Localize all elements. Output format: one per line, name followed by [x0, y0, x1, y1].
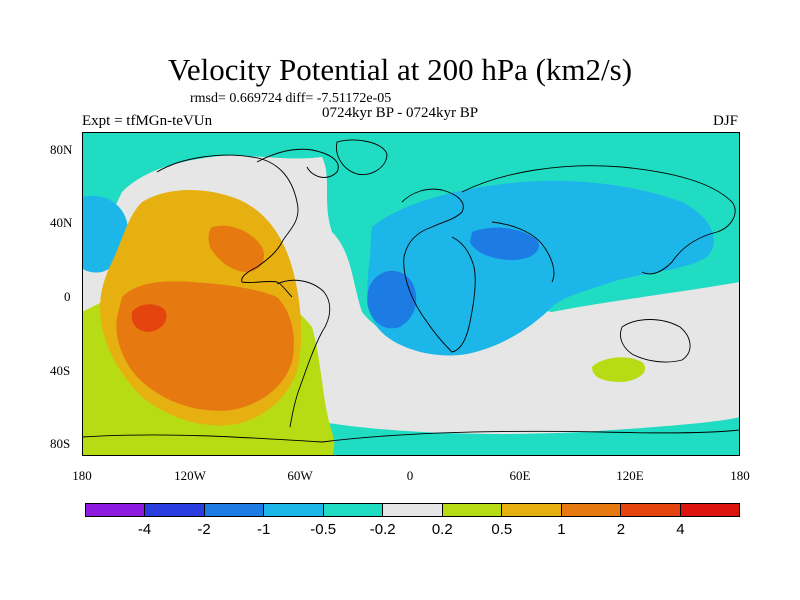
lon-tick-60e: 60E [509, 468, 531, 483]
colorbar-box [561, 504, 622, 516]
season-label: DJF [712, 113, 738, 129]
lon-tick-120w: 120W [174, 468, 206, 483]
lat-tick-80s: 80S [50, 436, 71, 451]
colorbar-label: 2 [616, 521, 626, 538]
field-blue-core-africa [367, 270, 417, 329]
lat-tick-40s: 40S [50, 363, 71, 378]
field-red-core [131, 304, 167, 332]
lon-tick-60w: 60W [287, 468, 313, 483]
colorbar-label: -1 [256, 521, 271, 538]
colorbar-label: 0.2 [431, 521, 453, 538]
field-blue-core-arabia [470, 227, 540, 260]
colorbar [85, 503, 740, 517]
colorbar-box [383, 504, 443, 516]
colorbar-box [145, 504, 205, 516]
plot-title: Velocity Potential at 200 hPa (km2/s) [167, 52, 633, 87]
lon-tick-120e: 120E [616, 468, 644, 483]
lon-tick-180e: 180 [730, 468, 750, 483]
stats-text: rmsd= 0.669724 diff= -7.51172e-05 [190, 91, 392, 106]
velocity-potential-map [82, 132, 740, 456]
colorbar-box [442, 504, 503, 516]
lon-tick-180w: 180 [72, 468, 92, 483]
coastlines [82, 139, 740, 443]
colorbar-label: 1 [557, 521, 566, 538]
lat-tick-40n: 40N [50, 215, 73, 230]
colorbar-label: 0.5 [491, 521, 513, 538]
colorbar-box [680, 504, 739, 516]
colorbar-box [323, 504, 384, 516]
lat-tick-80n: 80N [50, 142, 73, 157]
lon-tick-0: 0 [406, 468, 414, 483]
colorbar-label: -0.2 [369, 521, 396, 538]
colorbar-label: -4 [137, 521, 152, 538]
field-south-teal [322, 417, 740, 456]
colorbar-label: 4 [676, 521, 685, 538]
period-label: 0724kyr BP - 0724kyr BP [321, 105, 479, 121]
colorbar-label: -2 [197, 521, 211, 538]
colorbar-box [621, 504, 681, 516]
field-cyan-eastern [367, 180, 714, 356]
experiment-label: Expt = tfMGn-teVUn [82, 113, 213, 129]
field-darkorange-ne [208, 225, 265, 272]
colorbar-box [204, 504, 265, 516]
lat-tick-0: 0 [64, 289, 71, 304]
colorbar-label: -0.5 [310, 521, 337, 538]
colorbar-box [86, 504, 146, 516]
field-yellowgreen-indian [592, 357, 646, 382]
colorbar-box [264, 504, 324, 516]
colorbar-box [502, 504, 562, 516]
